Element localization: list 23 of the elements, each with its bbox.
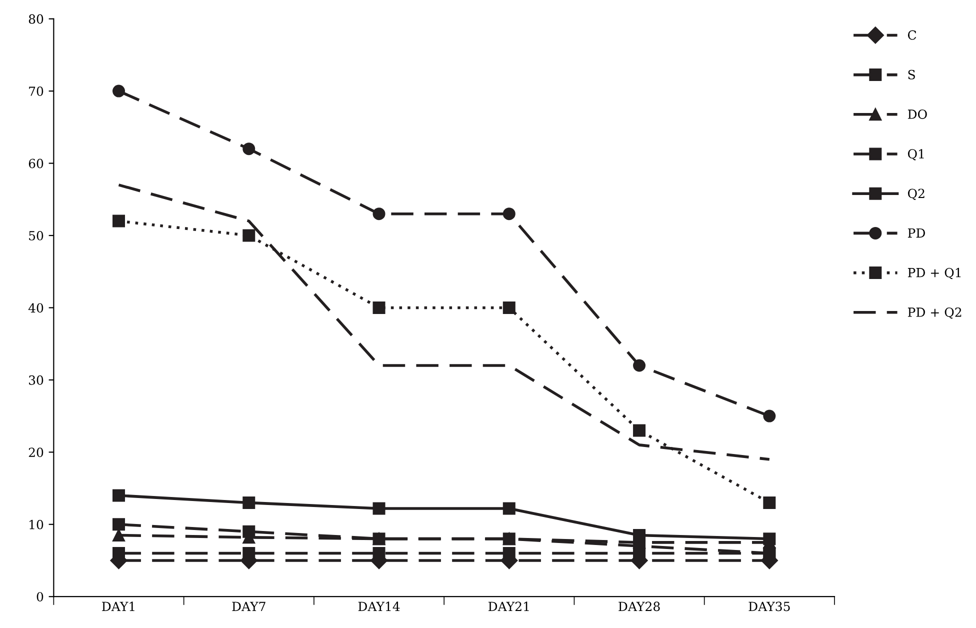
y-tick-label: 20 <box>28 448 44 458</box>
y-tick-label: 10 <box>30 520 44 530</box>
x-tick-label: DAY1 <box>102 602 134 611</box>
x-tick-label: DAY35 <box>748 602 790 612</box>
y-tick-label: 70 <box>29 86 44 96</box>
y-tick-label: 60 <box>28 158 44 168</box>
x-tick-label: DAY21 <box>488 602 529 611</box>
x-tick-label: DAY14 <box>358 602 400 611</box>
legend-label: C <box>908 30 916 40</box>
y-tick-label: 30 <box>29 375 44 385</box>
legend-label: S <box>908 70 915 80</box>
legend-label: Q2 <box>908 188 924 200</box>
legend-label: PD + Q2 <box>908 307 962 319</box>
legend-label: DO <box>908 110 927 119</box>
y-tick-label: 0 <box>36 592 44 602</box>
y-tick-label: 40 <box>28 303 44 313</box>
y-tick-label: 80 <box>28 14 44 24</box>
x-tick-label: DAY7 <box>232 602 266 611</box>
legend-label: PD <box>908 228 925 238</box>
y-tick-label: 50 <box>29 230 44 240</box>
legend-label: Q1 <box>908 149 924 160</box>
legend-label: PD + Q1 <box>908 268 961 280</box>
x-tick-label: DAY28 <box>618 602 660 612</box>
